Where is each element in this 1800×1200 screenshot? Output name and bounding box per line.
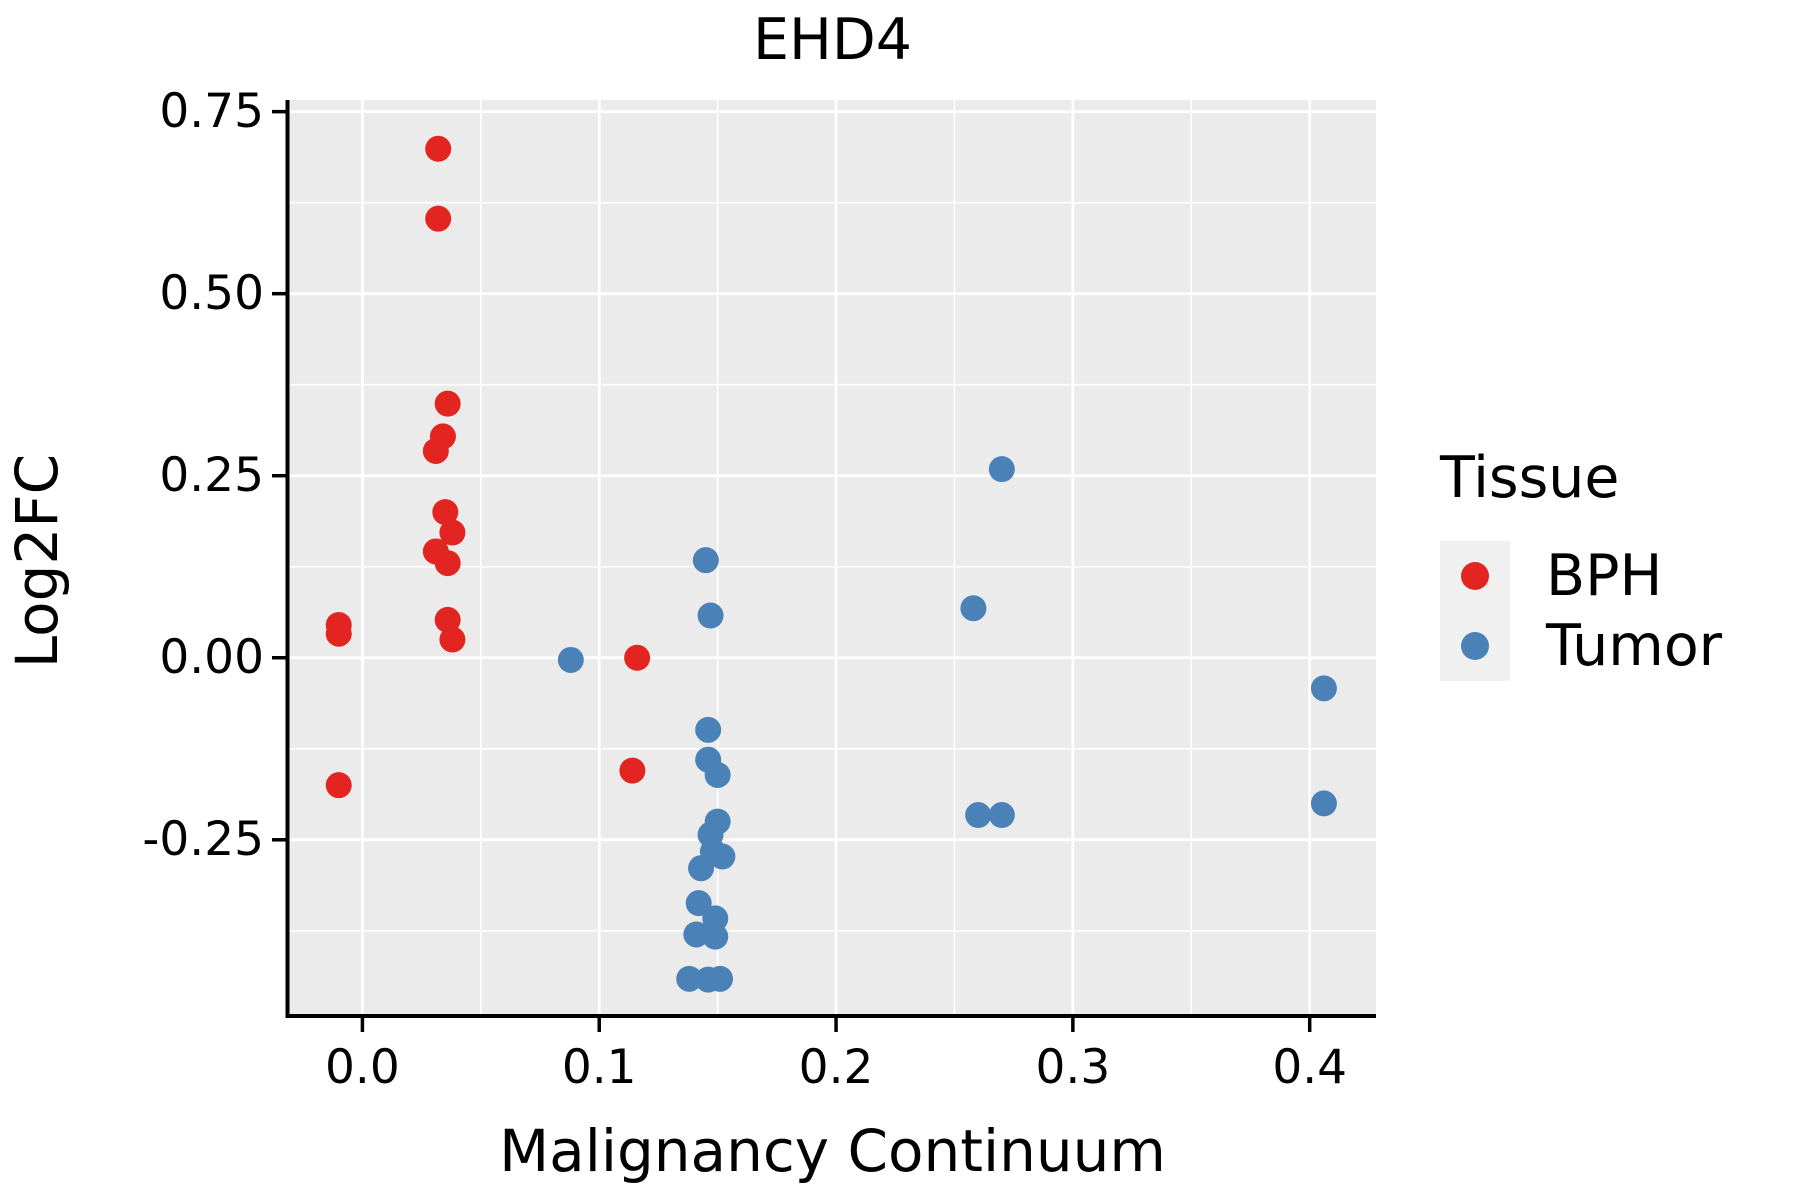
data-point-bph xyxy=(434,550,461,577)
legend-label-tumor: Tumor xyxy=(1546,613,1723,679)
data-point-tumor xyxy=(688,855,715,882)
data-point-bph xyxy=(619,757,646,784)
x-tick-label: 0.1 xyxy=(561,1040,637,1095)
legend: Tissue BPH Tumor xyxy=(1440,443,1722,681)
y-tick-label: 0.25 xyxy=(159,447,264,503)
data-point-bph xyxy=(439,626,466,653)
x-axis-title: Malignancy Continuum xyxy=(499,1117,1166,1185)
data-point-tumor xyxy=(697,602,724,629)
legend-item-bph: BPH xyxy=(1440,541,1722,611)
y-axis-title: Log2FC xyxy=(3,453,71,669)
data-point-tumor xyxy=(692,547,719,574)
legend-key-tumor xyxy=(1440,611,1510,681)
legend-label-bph: BPH xyxy=(1546,543,1663,609)
data-point-bph xyxy=(432,499,459,526)
legend-key-bph xyxy=(1440,541,1510,611)
bph-dot-icon xyxy=(1461,562,1489,590)
data-point-bph xyxy=(624,644,651,671)
data-point-tumor xyxy=(685,890,712,917)
legend-item-tumor: Tumor xyxy=(1440,611,1722,681)
legend-title: Tissue xyxy=(1440,445,1620,511)
data-point-tumor xyxy=(683,921,710,948)
data-point-bph xyxy=(325,620,352,647)
data-point-bph xyxy=(434,390,461,417)
data-point-tumor xyxy=(988,802,1015,829)
data-point-tumor xyxy=(988,456,1015,483)
y-tick-label: 0.50 xyxy=(159,265,264,321)
x-tick-label: 0.4 xyxy=(1272,1040,1348,1095)
data-point-tumor xyxy=(709,843,736,870)
data-point-bph xyxy=(434,606,461,633)
data-point-bph xyxy=(422,437,449,464)
data-point-tumor xyxy=(707,965,734,992)
data-point-tumor xyxy=(1310,790,1337,817)
data-point-tumor xyxy=(702,923,729,950)
data-point-tumor xyxy=(704,761,731,788)
x-tick-label: 0.0 xyxy=(325,1040,400,1095)
y-tick-label: -0.25 xyxy=(142,811,264,867)
data-point-bph xyxy=(425,205,452,232)
data-point-bph xyxy=(439,519,466,546)
data-point-tumor xyxy=(702,905,729,932)
x-tick-label: 0.3 xyxy=(1035,1040,1111,1095)
plot-panel xyxy=(289,100,1376,1016)
data-point-tumor xyxy=(695,716,722,743)
data-point-bph xyxy=(425,135,452,162)
chart-title: EHD4 xyxy=(752,7,913,73)
data-point-tumor xyxy=(676,965,703,992)
y-tick-label: 0.75 xyxy=(159,83,264,139)
data-point-tumor xyxy=(960,595,987,622)
data-point-tumor xyxy=(1310,675,1337,702)
tumor-dot-icon xyxy=(1461,632,1489,660)
data-point-tumor xyxy=(965,802,992,829)
x-tick-label: 0.2 xyxy=(798,1040,874,1095)
y-tick-label: 0.00 xyxy=(159,629,264,685)
data-point-tumor xyxy=(557,646,584,673)
data-point-bph xyxy=(325,772,352,799)
